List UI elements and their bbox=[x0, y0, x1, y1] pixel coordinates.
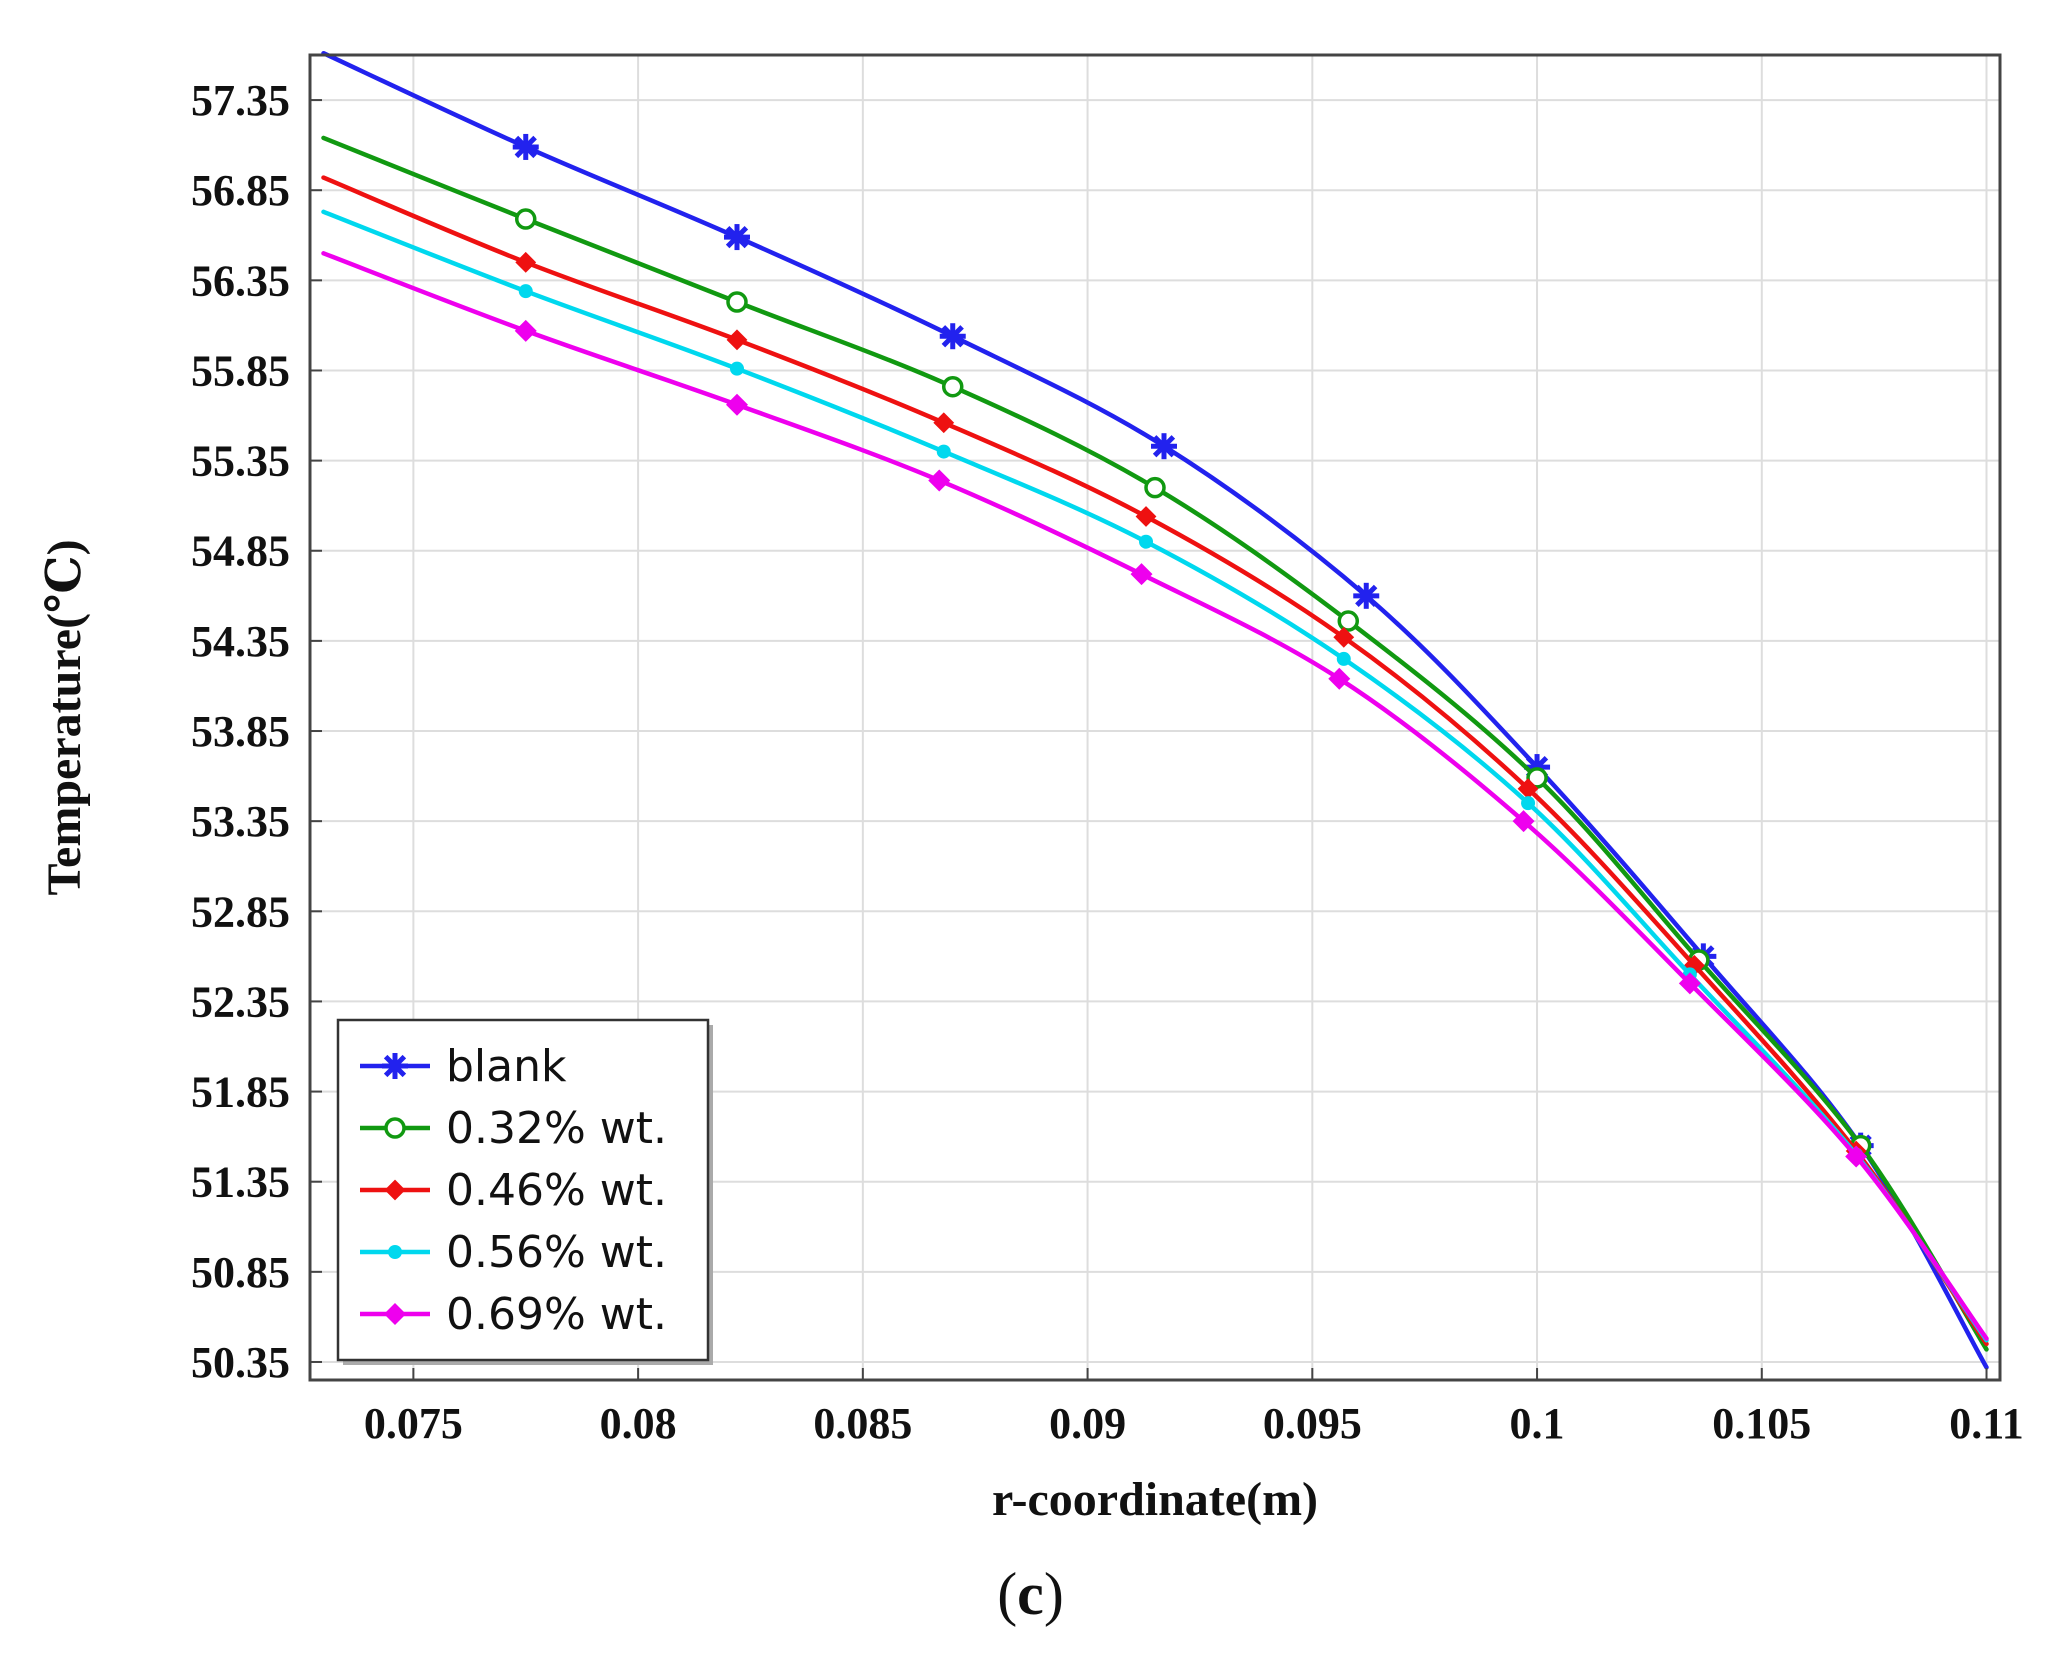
y-tick-label: 52.85 bbox=[191, 887, 290, 936]
x-tick-label: 0.085 bbox=[813, 1399, 912, 1448]
y-tick-label: 52.35 bbox=[191, 977, 290, 1026]
y-axis-title: Temperature(℃) bbox=[38, 539, 91, 895]
y-tick-label: 54.85 bbox=[191, 527, 290, 576]
data-point bbox=[1526, 767, 1548, 789]
x-tick-label: 0.095 bbox=[1263, 1399, 1362, 1448]
y-tick-label: 51.35 bbox=[191, 1158, 290, 1207]
data-point bbox=[514, 319, 537, 342]
legend-marker bbox=[384, 1179, 406, 1201]
legend-label: blank bbox=[446, 1041, 567, 1092]
y-tick-label: 51.85 bbox=[191, 1068, 290, 1117]
legend-entry: 0.56% wt. bbox=[360, 1227, 667, 1278]
data-point bbox=[928, 469, 951, 492]
plot-frame bbox=[308, 53, 2002, 1382]
legend-label: 0.46% wt. bbox=[446, 1165, 667, 1216]
panel-label-open: ( bbox=[997, 1561, 1018, 1627]
y-tick-label: 50.85 bbox=[191, 1248, 290, 1297]
x-axis-title: r-coordinate(m) bbox=[992, 1473, 1318, 1526]
series-line bbox=[321, 135, 1989, 1352]
legend-entry: 0.32% wt. bbox=[360, 1103, 667, 1154]
data-point bbox=[515, 251, 537, 273]
data-point bbox=[1521, 796, 1536, 811]
series-line bbox=[321, 175, 1989, 1347]
x-tick-label: 0.075 bbox=[364, 1399, 463, 1448]
y-tick-label: 57.35 bbox=[191, 76, 290, 125]
data-point bbox=[1139, 534, 1154, 549]
data-point bbox=[725, 393, 748, 416]
panel-label-letter: c bbox=[1017, 1561, 1044, 1627]
legend-entry: 0.69% wt. bbox=[360, 1289, 667, 1340]
data-point bbox=[936, 444, 951, 459]
y-tick-label: 55.35 bbox=[191, 437, 290, 486]
series-0-56-wt bbox=[321, 209, 1989, 1343]
data-point bbox=[1337, 610, 1360, 632]
data-point bbox=[726, 329, 748, 351]
legend: blank 0.32% wt. 0.46% wt. 0.56% wt. 0.69% wt… bbox=[336, 1018, 713, 1365]
series-lines bbox=[321, 50, 1989, 1370]
x-tick-label: 0.09 bbox=[1049, 1399, 1126, 1448]
data-point bbox=[941, 375, 964, 398]
x-tick-label: 0.1 bbox=[1510, 1399, 1565, 1448]
series-line bbox=[321, 251, 1989, 1341]
data-point bbox=[1678, 972, 1701, 995]
panel-label: (c) bbox=[0, 1560, 2061, 1629]
data-point bbox=[1144, 476, 1166, 499]
y-tick-label: 56.35 bbox=[191, 256, 290, 305]
series-0-69-wt bbox=[321, 251, 1989, 1341]
data-point bbox=[1336, 651, 1351, 666]
series-line bbox=[321, 209, 1989, 1343]
data-point bbox=[1845, 1145, 1868, 1168]
series-line bbox=[321, 50, 1989, 1370]
panel-label-close: ) bbox=[1043, 1561, 1064, 1627]
data-point bbox=[933, 412, 955, 434]
data-point bbox=[518, 284, 533, 299]
data-point bbox=[1328, 667, 1351, 690]
y-tick-label: 56.85 bbox=[191, 166, 290, 215]
y-tick-label: 53.85 bbox=[191, 707, 290, 756]
data-point bbox=[1150, 433, 1177, 460]
y-tick-label: 50.35 bbox=[191, 1338, 290, 1387]
legend-marker bbox=[388, 1245, 402, 1259]
legend-marker bbox=[382, 1053, 408, 1079]
data-point bbox=[729, 361, 744, 376]
axis-ticks: 0.075 0.08 0.085 0.09 0.095 0.1 0.105 0.11 50.35… bbox=[191, 76, 2024, 1448]
legend-label: 0.32% wt. bbox=[446, 1103, 667, 1154]
legend-marker bbox=[384, 1117, 406, 1139]
data-point bbox=[939, 323, 966, 350]
legend-entry: blank bbox=[360, 1041, 567, 1092]
data-point bbox=[726, 291, 748, 313]
data-point bbox=[512, 133, 539, 160]
legend-label: 0.69% wt. bbox=[446, 1289, 667, 1340]
data-point bbox=[1135, 506, 1157, 527]
data-point bbox=[514, 208, 537, 230]
x-tick-label: 0.11 bbox=[1949, 1399, 2024, 1448]
data-point bbox=[1512, 810, 1535, 833]
x-tick-label: 0.105 bbox=[1712, 1399, 1811, 1448]
y-tick-label: 53.35 bbox=[191, 797, 290, 846]
data-point bbox=[1130, 563, 1153, 586]
y-tick-label: 55.85 bbox=[191, 346, 290, 395]
legend-label: 0.56% wt. bbox=[446, 1227, 667, 1278]
legend-entry: 0.46% wt. bbox=[360, 1165, 667, 1216]
legend-marker bbox=[384, 1303, 406, 1325]
data-point bbox=[723, 224, 750, 251]
data-point bbox=[1333, 626, 1355, 648]
y-tick-label: 54.35 bbox=[191, 617, 290, 666]
x-tick-label: 0.08 bbox=[600, 1399, 677, 1448]
data-point bbox=[1353, 582, 1380, 609]
